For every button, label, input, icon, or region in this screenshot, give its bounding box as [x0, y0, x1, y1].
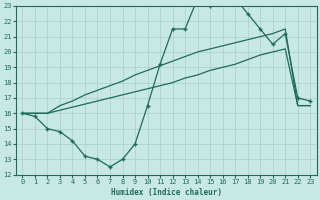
X-axis label: Humidex (Indice chaleur): Humidex (Indice chaleur) — [111, 188, 222, 197]
